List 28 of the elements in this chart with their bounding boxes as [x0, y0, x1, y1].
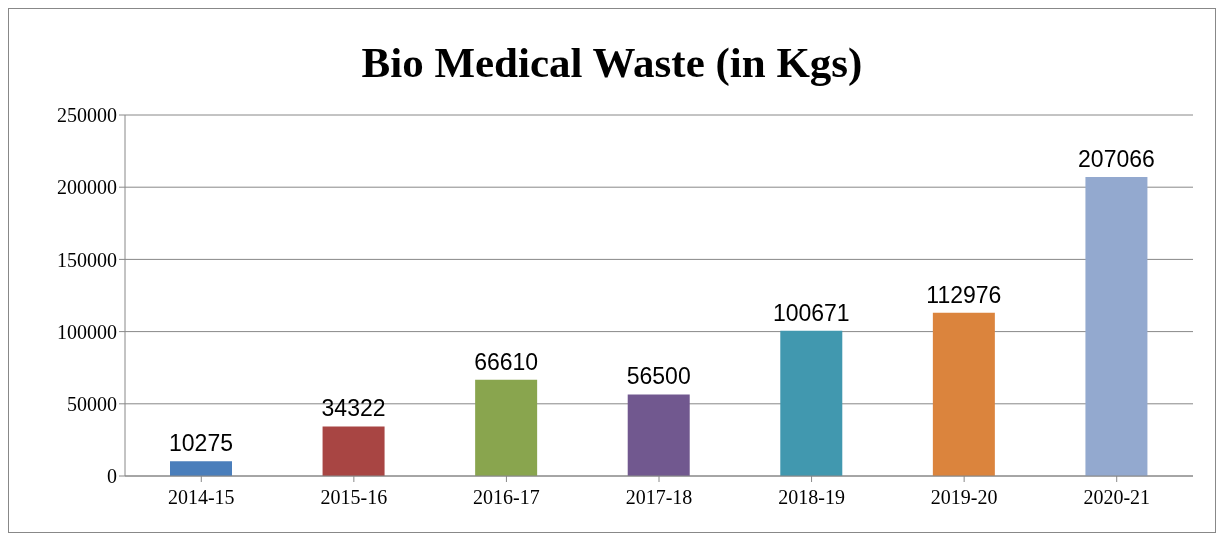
y-tick-label: 100000 [57, 320, 117, 343]
bar [475, 379, 538, 476]
data-label: 66610 [474, 348, 539, 375]
x-tick-label: 2014-15 [167, 486, 235, 509]
chart-title: Bio Medical Waste (in Kgs) [360, 38, 864, 88]
y-tick-label: 0 [107, 465, 117, 488]
x-tick-label: 2015-16 [320, 486, 388, 509]
data-label: 112976 [926, 281, 1002, 308]
x-tick-label: 2016-17 [473, 486, 540, 509]
data-label: 56500 [626, 363, 691, 390]
bar [322, 426, 385, 476]
bar [932, 312, 995, 476]
data-label: 207066 [1078, 146, 1155, 172]
y-tick-label: 200000 [57, 176, 117, 199]
x-tick-label: 2019-20 [930, 486, 998, 509]
bar [170, 461, 232, 476]
x-tick-label: 2020-21 [1083, 486, 1151, 509]
data-label: 100671 [772, 299, 850, 326]
x-tick-label: 2017-18 [625, 486, 693, 509]
y-tick-label: 50000 [67, 392, 117, 415]
y-tick-label: 150000 [57, 248, 117, 271]
bar [1085, 177, 1148, 476]
bar [780, 330, 843, 476]
data-label: 10275 [169, 430, 233, 457]
data-label: 34322 [321, 395, 386, 422]
x-tick-label: 2018-19 [778, 486, 845, 509]
bar [627, 394, 690, 476]
y-tick-label: 250000 [57, 104, 117, 127]
